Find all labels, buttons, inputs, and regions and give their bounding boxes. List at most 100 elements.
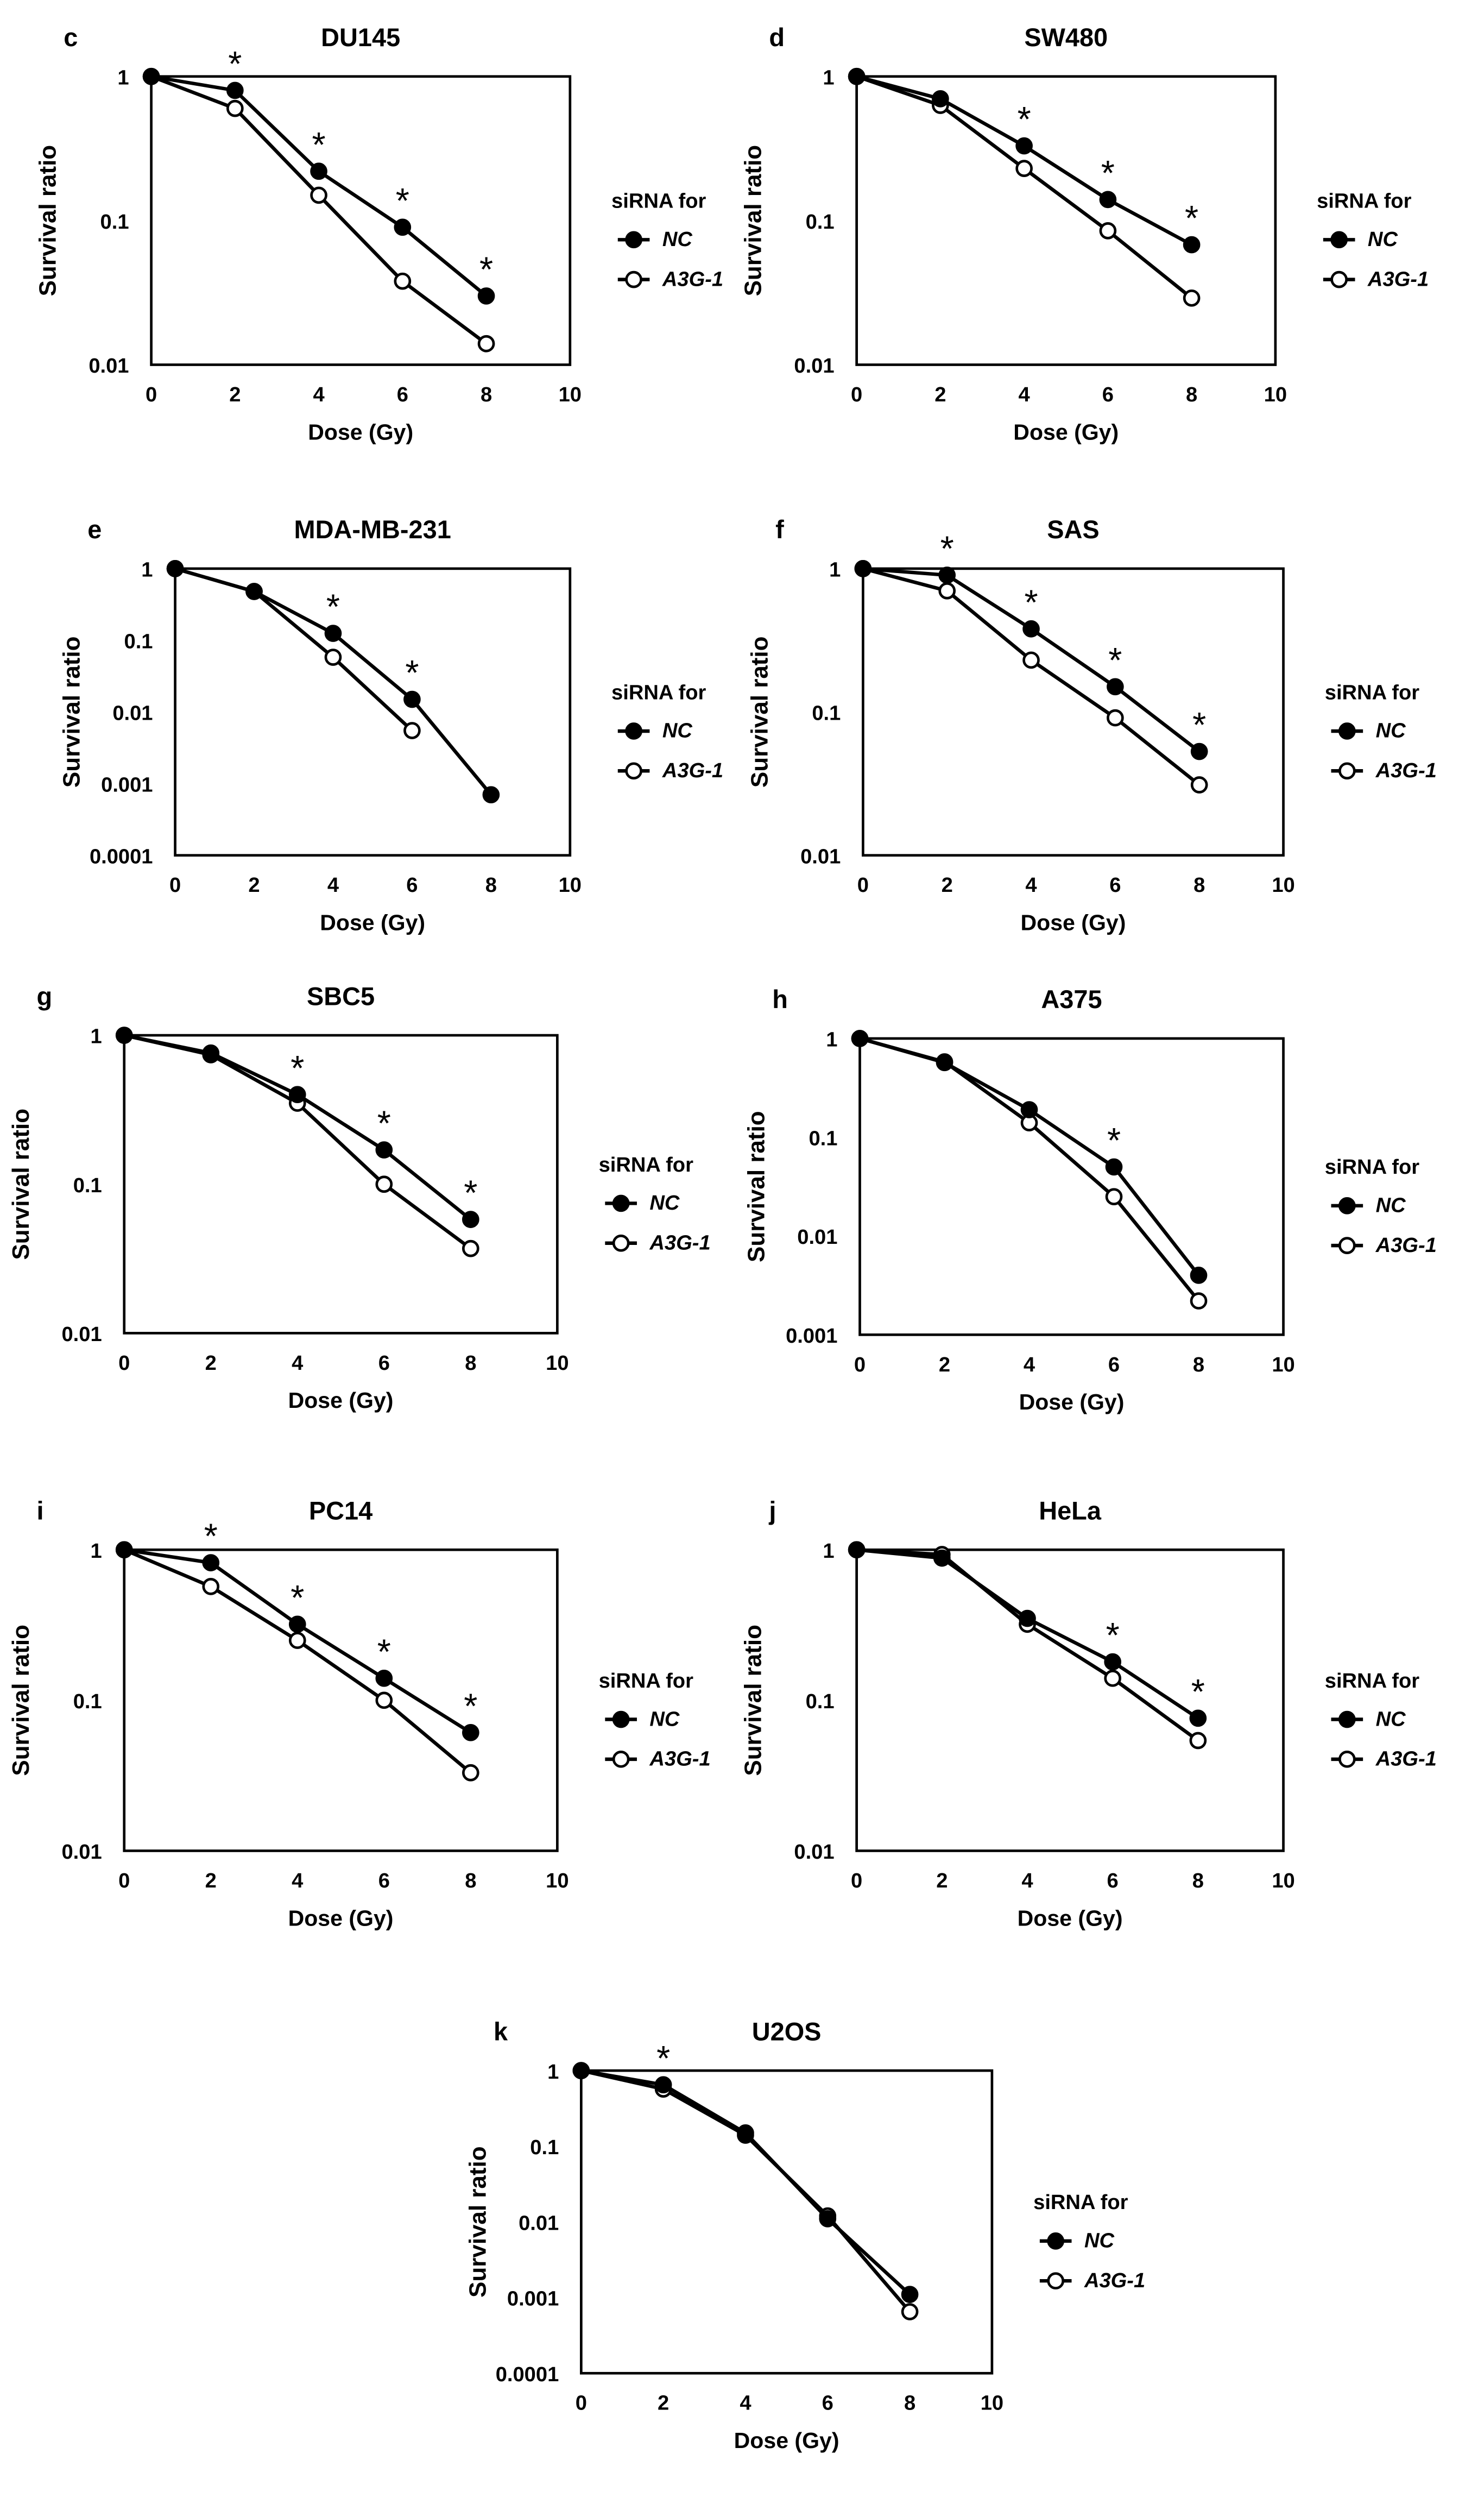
x-tick-label: 2 [205,1351,217,1375]
y-tick-label: 0.1 [124,630,153,653]
significance-asterisk: * [405,653,419,693]
x-tick-label: 8 [1192,1869,1204,1892]
x-tick-label: 0 [146,383,157,406]
legend-label: A3G-1 [1375,1747,1437,1771]
x-tick-label: 8 [465,1351,476,1375]
legend-marker [612,1751,630,1768]
panel-letter: h [772,985,788,1014]
x-tick-label: 0 [576,2392,587,2415]
data-point-nc [245,583,263,600]
significance-asterisk: * [377,1104,391,1143]
legend-title: siRNA for [1325,681,1419,704]
y-tick-label: 0.01 [61,1840,102,1864]
data-point-a3g-1 [901,2303,919,2320]
series-line-a3g-1 [580,2068,912,2313]
significance-asterisk: * [291,1578,304,1618]
chart-panel-h: h A375 0 2 4 6 8 10 0.001 0.01 0.1 1 Dose (Gy) Surviv… [743,985,1437,1414]
series-line-nc [151,74,488,298]
chart-title: SAS [1047,515,1099,544]
data-point-a3g-1 [324,649,342,666]
x-tick-label: 10 [546,1869,569,1892]
data-point-nc [1190,1267,1208,1284]
y-axis-title: Survival ratio [746,636,773,788]
data-point-nc [1020,1101,1038,1118]
significance-asterisk: * [1106,1616,1120,1655]
x-axis-title: Dose (Gy) [288,1905,394,1930]
data-point-nc [115,1027,133,1044]
significance-asterisk: * [1018,100,1031,139]
chart-title: MDA-MB-231 [294,515,451,544]
legend-title: siRNA for [1325,1155,1419,1179]
data-point-nc [482,786,500,804]
x-tick-label: 10 [546,1351,569,1375]
x-tick-label: 6 [378,1869,390,1892]
x-tick-label: 6 [1109,873,1121,897]
data-point-nc [1015,137,1033,155]
legend-marker [625,762,642,780]
legend-title: siRNA for [599,1669,693,1692]
significance-asterisk: * [291,1049,304,1088]
x-tick-label: 6 [378,1351,390,1375]
chart-panel-j: j HeLa 0 2 4 6 8 10 0.01 0.1 1 Dose (Gy) Survival ra… [740,1497,1437,1931]
data-point-nc [737,2124,754,2142]
panel-letter: e [87,515,102,544]
legend-label: A3G-1 [1375,1234,1437,1257]
y-tick-label: 1 [823,1539,834,1563]
legend-marker [625,722,642,740]
data-point-nc [1190,743,1208,760]
x-tick-label: 2 [934,383,946,406]
x-tick-label: 8 [1186,383,1197,406]
y-tick-label: 1 [823,66,834,89]
legend-label: A3G-1 [649,1747,710,1771]
data-point-a3g-1 [1189,1732,1207,1750]
legend-title: siRNA for [1325,1669,1419,1692]
x-tick-label: 8 [1193,1353,1204,1376]
x-tick-label: 2 [248,873,260,897]
data-point-nc [226,81,244,99]
legend-title: siRNA for [1317,190,1411,213]
y-axis-title: Survival ratio [8,1109,34,1260]
data-point-nc [394,218,412,236]
data-point-nc [936,1054,953,1072]
plot-frame [123,1034,559,1335]
y-tick-label: 0.01 [797,1225,837,1249]
y-axis-title: Survival ratio [743,1111,770,1262]
panel-letter: i [36,1497,43,1525]
data-point-nc [202,1044,220,1062]
plot-frame [150,75,572,366]
chart-panel-f: f SAS 0 2 4 6 8 10 0.01 0.1 1 Dose (Gy) Survival rat… [746,515,1436,935]
x-tick-label: 10 [1272,873,1294,897]
significance-asterisk: * [1192,706,1206,745]
legend-label: A3G-1 [1367,267,1429,291]
legend-marker [1338,1751,1356,1768]
y-tick-label: 0.01 [519,2211,559,2235]
data-point-nc [1107,678,1124,696]
legend-marker [1338,1197,1356,1215]
y-tick-label: 0.01 [112,701,153,725]
x-axis-title: Dose (Gy) [288,1388,394,1413]
chart-title: U2OS [752,2017,822,2046]
y-tick-label: 0.0001 [496,2363,559,2386]
data-point-a3g-1 [1015,160,1033,177]
y-tick-label: 0.01 [794,354,834,377]
panel-letter: f [775,515,784,544]
chart-panel-c: c DU145 0 2 4 6 8 10 0.01 0.1 1 Dose (Gy) Survival r… [35,23,723,444]
legend-marker [1047,2272,1065,2290]
x-axis-title: Dose (Gy) [320,910,425,935]
x-tick-label: 10 [559,873,582,897]
legend-label: NC [649,1707,680,1731]
legend-title: siRNA for [1033,2191,1128,2214]
x-tick-label: 8 [481,383,492,406]
x-tick-label: 6 [822,2392,833,2415]
data-point-nc [901,2286,919,2304]
x-tick-label: 8 [465,1869,476,1892]
y-tick-label: 0.001 [786,1324,837,1348]
y-tick-label: 1 [90,1025,102,1048]
data-point-a3g-1 [462,1764,479,1782]
x-tick-label: 0 [857,873,869,897]
data-point-nc [1105,1158,1123,1176]
x-tick-label: 4 [313,383,324,406]
series-line-nc [580,2068,911,2296]
legend-marker [612,1710,630,1728]
data-point-nc [1104,1653,1121,1671]
